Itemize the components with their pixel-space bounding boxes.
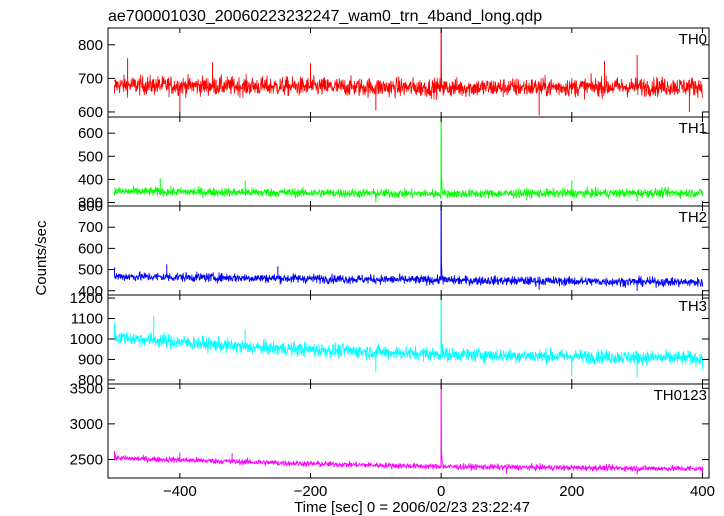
panels-group: 600 700 800 TH0 300 400 500 600 TH1 400 500 600 700 8… — [70, 27, 715, 500]
y-tick-label: 800 — [78, 198, 103, 215]
y-tick-label: 3000 — [70, 416, 103, 433]
y-tick-label: 400 — [78, 171, 103, 188]
y-tick-label: 300 — [78, 195, 103, 212]
panel-th1: 300 400 500 600 TH1 — [78, 116, 710, 212]
x-axis-label: Time [sec] 0 = 2006/02/23 23:22:47 — [294, 499, 530, 516]
y-tick-label: 400 — [78, 283, 103, 300]
series-line-th1 — [114, 117, 703, 201]
y-tick-label: 700 — [78, 219, 103, 236]
series-line-th0 — [114, 28, 703, 100]
panel-frame — [107, 383, 710, 479]
panel-frame — [107, 27, 710, 118]
series-line-th0123 — [114, 384, 703, 473]
series-line-th3 — [114, 295, 703, 368]
y-tick-label: 1000 — [70, 331, 103, 348]
y-tick-label: 3500 — [70, 380, 103, 397]
series-label-th2: TH2 — [679, 209, 707, 226]
series-line-th2 — [114, 206, 703, 289]
y-tick-label: 500 — [78, 262, 103, 279]
y-tick-label: 1100 — [71, 311, 103, 328]
panel-frame — [107, 205, 710, 296]
y-tick-label: 1200 — [70, 290, 103, 307]
y-axis-label: Counts/sec — [33, 220, 50, 296]
y-tick-label: 2500 — [70, 451, 103, 468]
x-tick-label: 200 — [559, 483, 584, 500]
series-label-th3: TH3 — [679, 298, 707, 315]
x-tick-label: −400 — [163, 483, 197, 500]
series-label-th0: TH0 — [679, 31, 707, 48]
y-tick-label: 700 — [78, 70, 103, 87]
panel-th2: 400 500 600 700 800 TH2 — [78, 198, 710, 300]
x-tick-label: −200 — [294, 483, 328, 500]
y-tick-label: 600 — [78, 104, 103, 121]
y-tick-label: 800 — [78, 37, 103, 54]
chart-title: ae700001030_20060223232247_wam0_trn_4ban… — [108, 8, 542, 25]
x-tick-label: 0 — [437, 483, 445, 500]
series-label-th0123: TH0123 — [654, 387, 707, 404]
x-tick-label: 400 — [690, 483, 715, 500]
y-tick-label: 500 — [78, 148, 103, 165]
series-label-th1: TH1 — [679, 120, 707, 137]
y-tick-label: 600 — [78, 240, 103, 257]
panel-th0: 600 700 800 TH0 — [78, 27, 710, 121]
y-tick-label: 600 — [78, 125, 103, 142]
y-tick-label: 800 — [78, 372, 103, 389]
panel-th3: 800 900 1000 1100 1200 TH3 — [70, 290, 710, 389]
y-tick-label: 900 — [78, 351, 103, 368]
panel-th0123: 2500 3000 3500 TH0123 — [70, 380, 710, 479]
